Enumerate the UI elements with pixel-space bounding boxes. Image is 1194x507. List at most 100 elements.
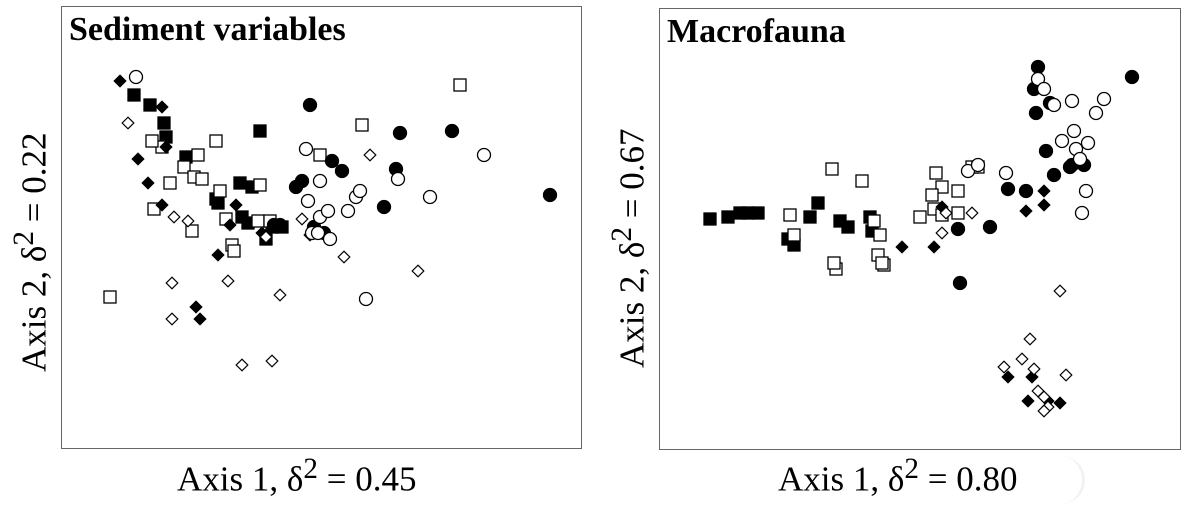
data-point-diamond-open [235,358,249,372]
data-point-diamond-open [1037,390,1051,404]
data-point-circle-open [390,171,406,187]
data-point-diamond-open [1023,332,1037,346]
data-point-circle-open [1046,97,1062,113]
data-point-diamond-open [295,212,309,226]
data-point-circle-open [998,165,1014,181]
data-point-square-open [827,256,841,270]
sediment-variables-panel: Sediment variables Axis 1, δ2 = 0.45 Axi… [0,0,590,507]
x-axis-label-text: Axis 1, δ [177,460,304,499]
data-point-square-open [253,178,267,192]
y-axis-label-value: = 0.67 [612,128,652,228]
data-point-diamond-filled [1037,198,1051,212]
data-point-circle-open [970,157,986,173]
data-point-diamond-open [939,206,953,220]
data-point-circle-filled [542,187,558,203]
scatter-marks [703,59,1140,418]
x-axis-label-superscript: 2 [303,453,318,486]
data-point-diamond-filled [1019,204,1033,218]
data-point-diamond-open [221,274,235,288]
y-axis-label-text: Axis 2, δ [612,241,652,368]
data-point-diamond-filled [141,176,155,190]
data-point-square-filled [703,212,717,226]
y-axis-label-superscript: 2 [606,227,638,242]
data-point-circle-open [1066,123,1082,139]
chart-title: Sediment variables [69,11,346,48]
data-point-diamond-filled [211,248,225,262]
y-axis-label-text: Axis 2, δ [14,245,54,372]
data-point-diamond-filled [131,152,145,166]
data-point-diamond-filled [159,140,173,154]
data-point-circle-open [1064,93,1080,109]
data-point-circle-open [1078,183,1094,199]
y-axis-label-value: = 0.22 [14,132,54,232]
data-point-circle-filled [950,221,966,237]
data-point-circle-open [310,225,326,241]
data-point-diamond-filled [895,240,909,254]
data-point-circle-filled [1038,143,1054,159]
data-point-diamond-open [997,360,1011,374]
data-point-square-open [873,228,887,242]
data-point-circle-open [1054,133,1070,149]
data-point-diamond-open [363,148,377,162]
data-point-square-open [185,224,199,238]
data-point-diamond-open [1059,368,1073,382]
data-point-diamond-open [165,276,179,290]
data-point-diamond-open [1053,284,1067,298]
data-point-circle-filled [376,199,392,215]
data-point-square-open [787,228,801,242]
data-point-square-open [935,180,949,194]
data-point-circle-open [358,291,374,307]
data-point-circle-open [312,173,328,189]
data-point-circle-filled [1030,59,1046,75]
data-point-circle-filled [324,153,340,169]
data-point-circle-open [322,231,338,247]
data-point-diamond-open [935,226,949,240]
data-point-square-filled [127,88,141,102]
data-point-square-filled [803,210,817,224]
data-point-circle-filled [288,179,304,195]
data-point-diamond-open [1027,362,1041,376]
data-point-square-open [213,184,227,198]
data-point-square-filled [253,124,267,138]
data-point-square-open [925,188,939,202]
data-point-circle-open [340,203,356,219]
x-axis-label-superscript: 2 [904,453,919,486]
x-axis-label-text: Axis 1, δ [778,460,905,499]
data-point-square-open [227,244,241,258]
chart-title: Macrofauna [667,13,846,50]
data-point-square-open [313,148,327,162]
data-point-diamond-filled [1021,394,1035,408]
data-point-circle-open [1096,91,1112,107]
data-point-circle-open [422,189,438,205]
data-point-square-filled [233,176,247,190]
data-point-diamond-open [1037,404,1051,418]
data-point-circle-open [320,203,336,219]
x-axis-label-value: = 0.80 [918,460,1018,499]
data-point-circle-filled [952,275,968,291]
data-point-diamond-filled [927,240,941,254]
data-point-diamond-filled [1037,184,1051,198]
watermark-decoration [1052,456,1085,504]
data-point-diamond-filled [223,218,237,232]
data-point-diamond-filled [155,198,169,212]
data-point-square-open [209,134,223,148]
y-axis-label-superscript: 2 [8,231,40,246]
y-axis-label: Axis 2, δ2 = 0.67 [602,129,653,368]
data-point-diamond-open [273,288,287,302]
data-point-square-open [929,166,943,180]
data-point-square-open [825,162,839,176]
data-point-square-open [951,184,965,198]
data-point-diamond-filled [1053,396,1067,410]
data-point-circle-filled [1046,167,1062,183]
data-point-circle-open [128,69,144,85]
data-point-circle-open [476,147,492,163]
data-point-square-filled [751,206,765,220]
data-point-square-open [191,148,205,162]
data-point-diamond-open [337,250,351,264]
data-point-circle-open [298,141,314,157]
macrofauna-panel: Macrofauna Axis 1, δ2 = 0.80 Axis 2, δ2 … [600,0,1194,507]
data-point-circle-filled [982,219,998,235]
x-axis-label-value: = 0.45 [317,460,417,499]
data-point-diamond-open [965,206,979,220]
data-point-square-open [913,210,927,224]
